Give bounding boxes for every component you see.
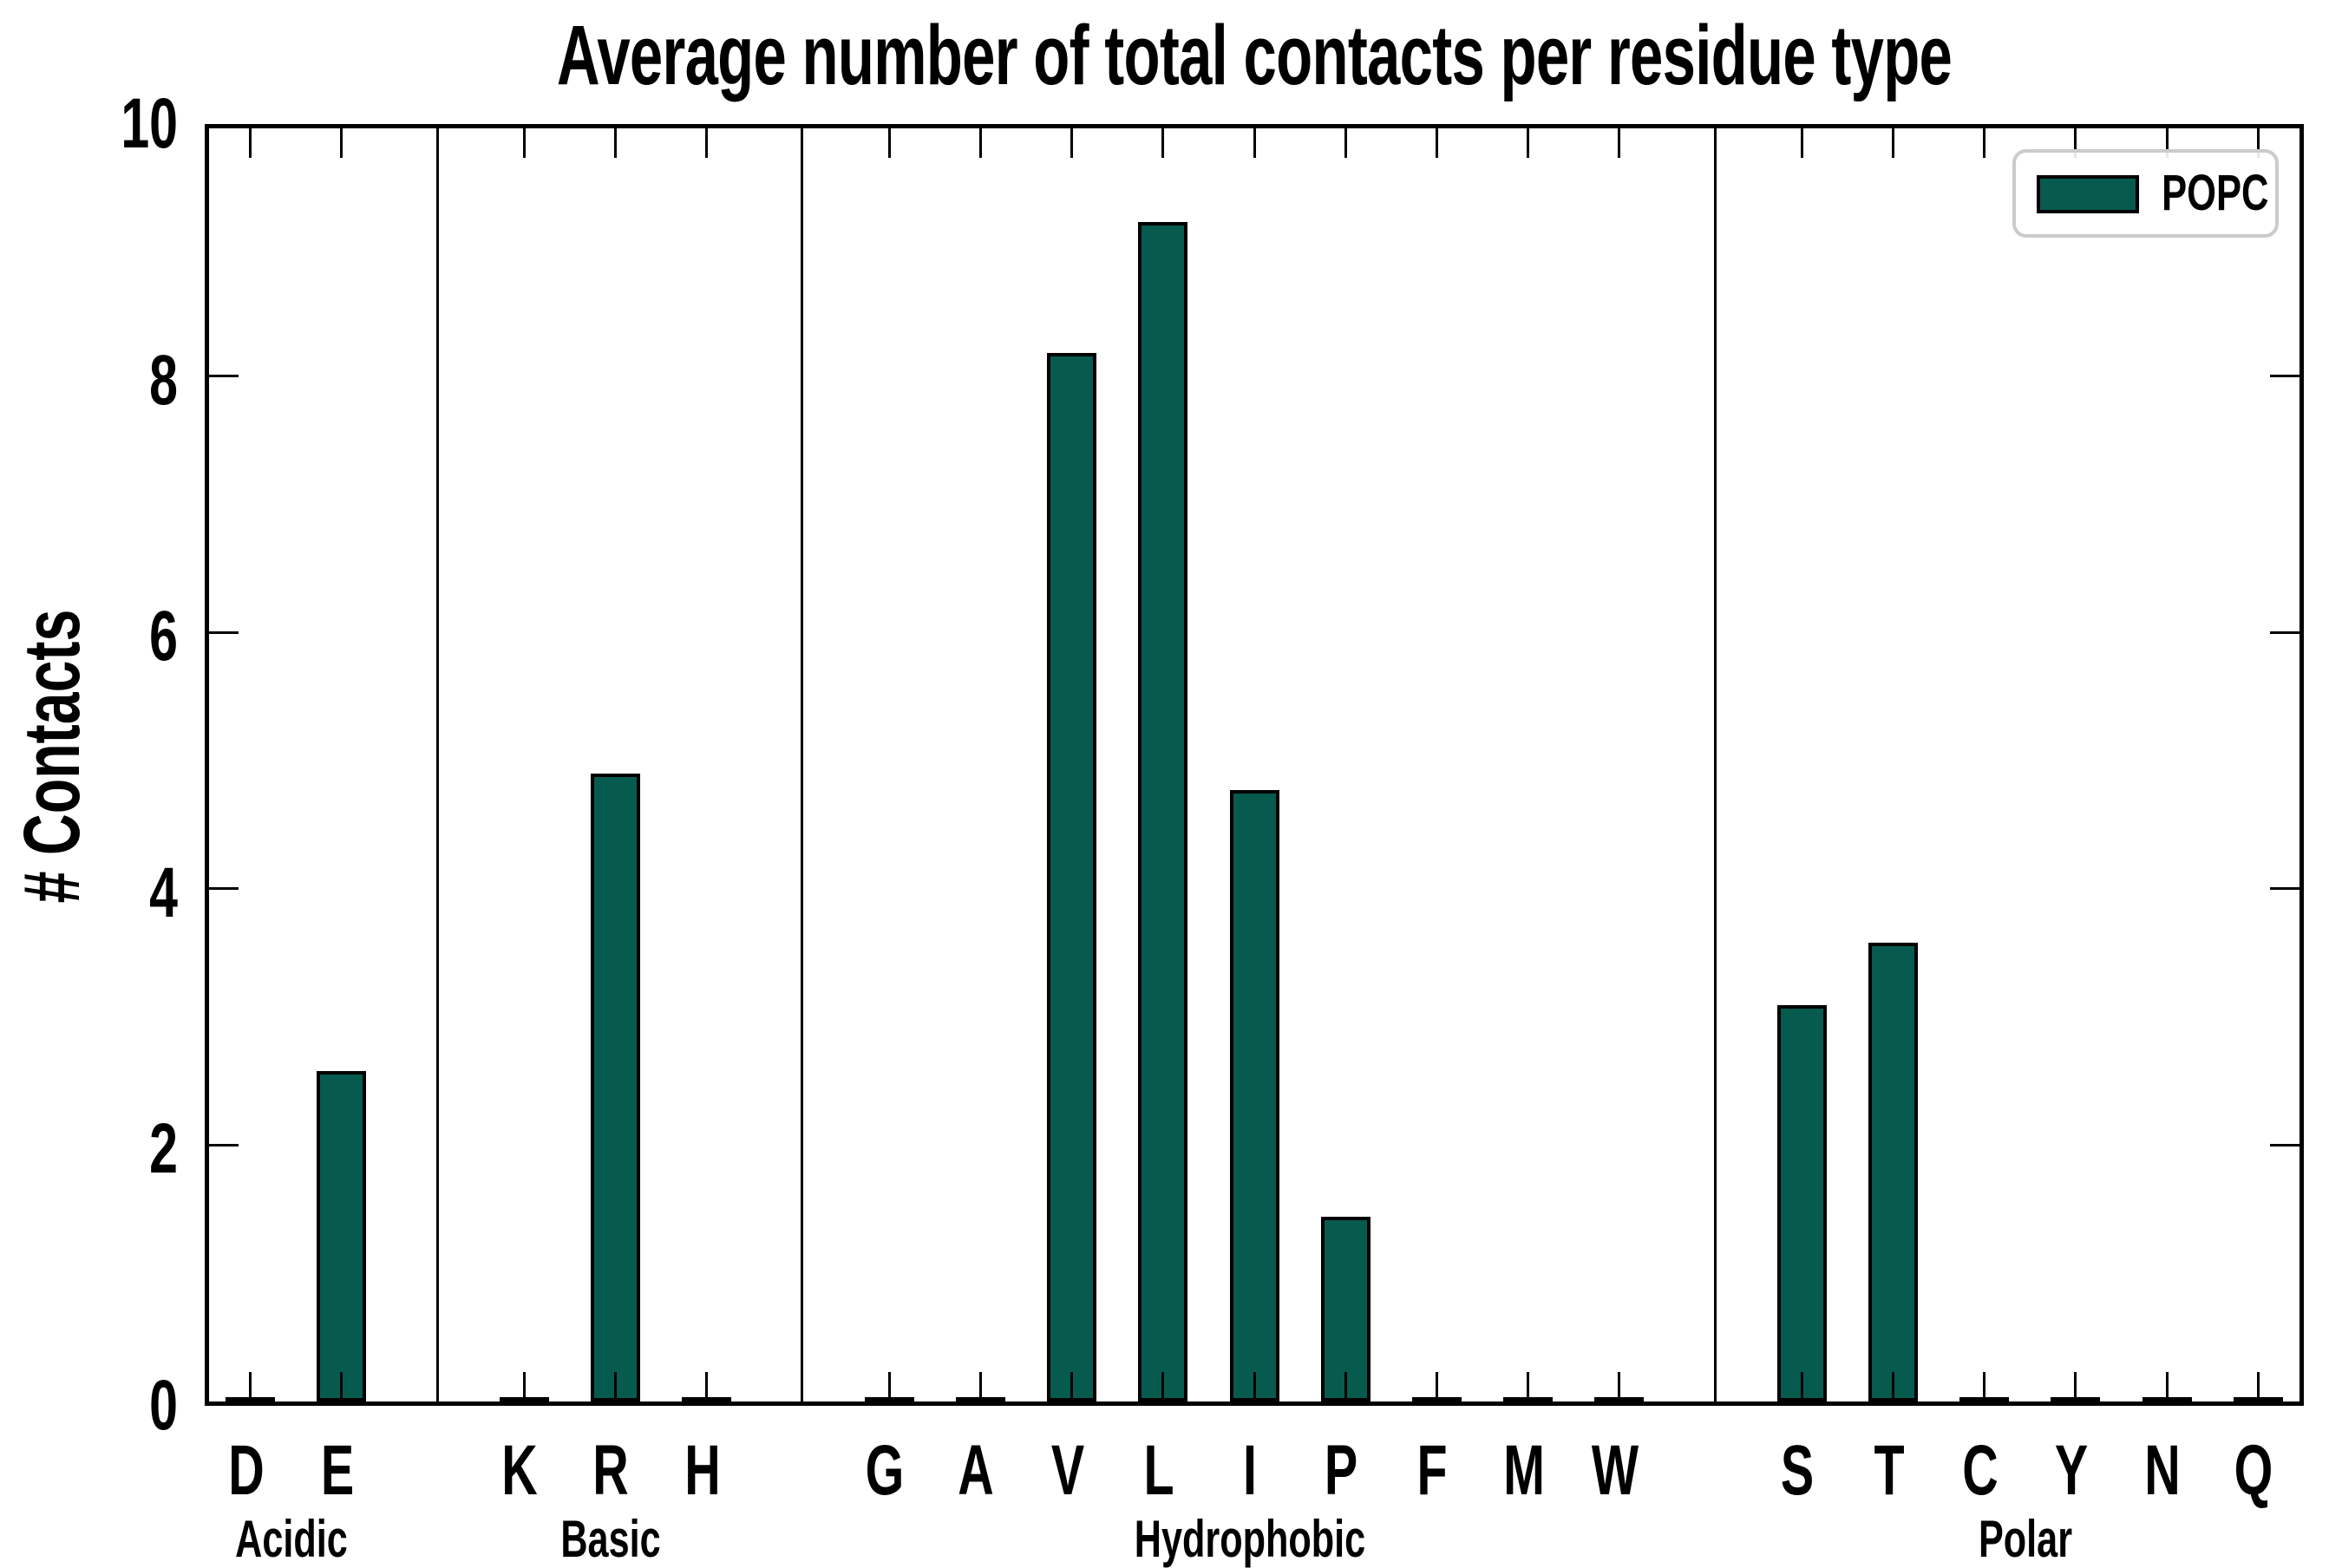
x-tick-top: [1435, 128, 1438, 158]
residue-label: M: [1502, 1431, 1545, 1510]
group-label: Acidic: [235, 1510, 349, 1568]
residue-label: D: [227, 1431, 265, 1510]
x-tick-top: [1070, 128, 1074, 158]
x-tick-bottom: [522, 1372, 526, 1401]
chart-title: Average number of total contacts per res…: [556, 8, 1953, 102]
residue-label: I: [1243, 1431, 1257, 1510]
x-tick-bottom: [2165, 1372, 2169, 1401]
legend: POPC: [2012, 149, 2279, 238]
group-label: Basic: [560, 1510, 662, 1568]
x-tick-top: [2256, 128, 2260, 158]
x-tick-bottom: [1983, 1372, 1986, 1401]
bar: [317, 1070, 367, 1401]
residue-label: R: [592, 1431, 630, 1510]
y-tick-right: [2270, 375, 2299, 378]
x-tick-top: [340, 128, 343, 158]
legend-swatch: [2037, 175, 2139, 213]
residue-label: F: [1416, 1431, 1448, 1510]
residue-label: V: [1050, 1431, 1084, 1510]
y-tick-right: [2270, 630, 2299, 634]
x-tick-top: [249, 128, 252, 158]
y-tick-right: [2270, 887, 2299, 891]
y-tick-left: [209, 887, 239, 891]
y-tick-left: [209, 375, 239, 378]
x-tick-bottom: [1253, 1372, 1256, 1401]
residue-label: A: [958, 1431, 995, 1510]
residue-label: H: [684, 1431, 721, 1510]
group-label: Hydrophobic: [1134, 1510, 1366, 1568]
residue-label: Q: [2234, 1431, 2273, 1510]
residue-label: W: [1591, 1431, 1639, 1510]
x-tick-bottom: [1070, 1372, 1074, 1401]
bar: [1229, 790, 1279, 1401]
y-tick-label: 6: [149, 597, 178, 676]
x-tick-bottom: [2256, 1372, 2260, 1401]
x-tick-top: [1983, 128, 1986, 158]
x-tick-top: [2165, 128, 2169, 158]
x-tick-top: [1161, 128, 1165, 158]
x-tick-bottom: [613, 1372, 617, 1401]
x-tick-top: [1800, 128, 1803, 158]
y-tick-left: [209, 630, 239, 634]
residue-label: E: [320, 1431, 354, 1510]
x-tick-top: [1618, 128, 1621, 158]
x-tick-bottom: [1800, 1372, 1803, 1401]
x-tick-bottom: [705, 1372, 709, 1401]
residue-label: Y: [2054, 1431, 2089, 1510]
x-tick-bottom: [2074, 1372, 2077, 1401]
y-tick-right: [2270, 1143, 2299, 1147]
y-tick-label: 4: [149, 853, 178, 932]
group-label: Polar: [1979, 1510, 2073, 1568]
bar: [1776, 1005, 1827, 1401]
residue-label: L: [1143, 1431, 1174, 1510]
x-tick-top: [978, 128, 982, 158]
x-tick-top: [705, 128, 709, 158]
residue-label: T: [1873, 1431, 1905, 1510]
residue-label: G: [865, 1431, 905, 1510]
residue-label: C: [1962, 1431, 1999, 1510]
x-tick-bottom: [1618, 1372, 1621, 1401]
group-separator-line: [801, 128, 804, 1401]
residue-label: P: [1325, 1431, 1358, 1510]
x-tick-top: [1892, 128, 1895, 158]
x-tick-bottom: [340, 1372, 343, 1401]
x-tick-bottom: [1344, 1372, 1347, 1401]
x-tick-bottom: [249, 1372, 252, 1401]
bar: [1138, 222, 1188, 1401]
group-separator-line: [1713, 128, 1717, 1401]
bar: [590, 773, 640, 1401]
x-tick-bottom: [1435, 1372, 1438, 1401]
y-tick-label: 8: [149, 340, 178, 420]
y-tick-left: [209, 1143, 239, 1147]
residue-label: N: [2144, 1431, 2181, 1510]
plot-area: [205, 124, 2304, 1406]
y-tick-label: 2: [149, 1109, 178, 1189]
x-tick-bottom: [978, 1372, 982, 1401]
bar: [1868, 942, 1919, 1401]
residue-label: S: [1781, 1431, 1815, 1510]
x-tick-top: [2074, 128, 2077, 158]
x-tick-top: [613, 128, 617, 158]
x-tick-top: [1527, 128, 1530, 158]
bar: [1047, 353, 1097, 1401]
x-tick-top: [1344, 128, 1347, 158]
x-tick-top: [1253, 128, 1256, 158]
y-tick-label: 10: [121, 84, 178, 163]
x-tick-top: [887, 128, 891, 158]
x-tick-bottom: [1161, 1372, 1165, 1401]
group-separator-line: [435, 128, 439, 1401]
x-tick-bottom: [1527, 1372, 1530, 1401]
x-tick-top: [522, 128, 526, 158]
x-tick-bottom: [887, 1372, 891, 1401]
residue-label: K: [501, 1431, 538, 1510]
y-tick-label: 0: [149, 1366, 178, 1445]
legend-label: POPC: [2162, 165, 2269, 221]
x-tick-bottom: [1892, 1372, 1895, 1401]
